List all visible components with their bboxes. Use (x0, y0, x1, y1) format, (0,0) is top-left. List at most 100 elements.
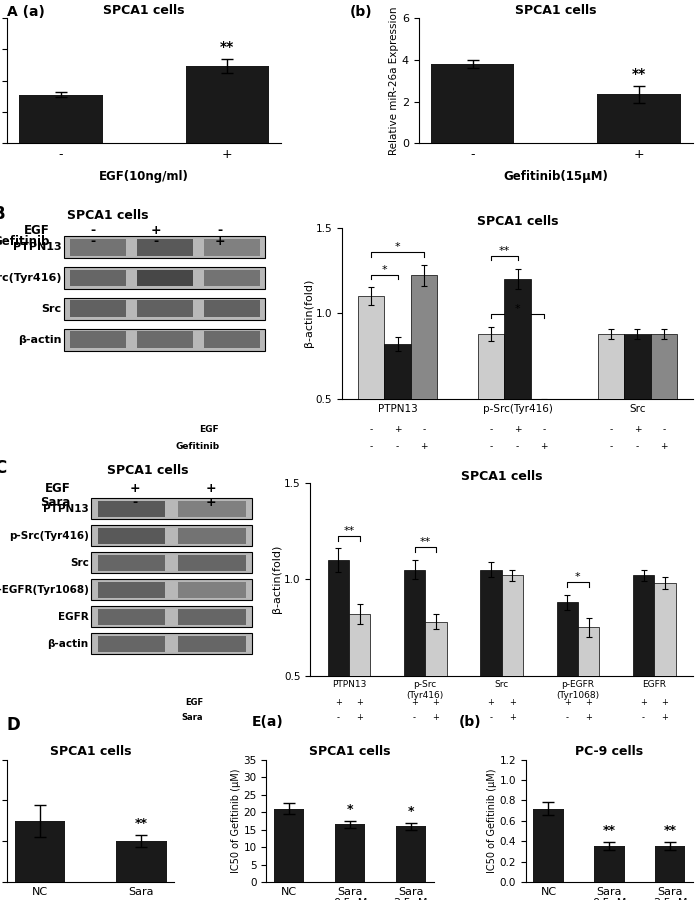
Text: -: - (370, 425, 373, 434)
Bar (91, 634, 252, 654)
Bar (98, 608, 165, 625)
Text: +: + (411, 698, 418, 707)
Text: **: ** (419, 537, 431, 547)
Text: *: * (395, 242, 400, 252)
Text: -: - (90, 235, 96, 248)
Bar (597, 94, 680, 143)
Text: **: ** (135, 817, 148, 830)
Bar (204, 301, 260, 318)
Text: Sara: Sara (41, 496, 71, 508)
Text: -: - (413, 714, 416, 723)
Title: SPCA1 cells: SPCA1 cells (104, 4, 185, 17)
Text: -: - (370, 442, 373, 451)
Bar (70, 301, 126, 318)
Text: +: + (564, 698, 570, 707)
Bar (70, 331, 126, 348)
Bar (64, 328, 265, 351)
Bar (91, 553, 252, 573)
Text: Src: Src (41, 304, 62, 314)
Text: C: C (0, 459, 6, 477)
Bar (91, 526, 252, 546)
Text: Src: Src (70, 558, 89, 568)
Bar (274, 808, 304, 882)
Text: **: ** (664, 824, 677, 837)
Text: +: + (640, 698, 647, 707)
Bar (556, 602, 578, 772)
Text: EGF: EGF (45, 482, 71, 495)
X-axis label: EGF(10ng/ml): EGF(10ng/ml) (99, 169, 189, 183)
Bar (431, 64, 514, 143)
Text: -: - (489, 714, 492, 723)
Text: **: ** (343, 526, 354, 536)
Bar (502, 575, 523, 772)
Text: β-actin: β-actin (48, 639, 89, 649)
Y-axis label: Relative miR-26a Expression: Relative miR-26a Expression (389, 6, 399, 155)
Text: +: + (662, 698, 668, 707)
Bar (91, 499, 252, 519)
Text: -: - (489, 425, 493, 434)
Text: -: - (636, 442, 639, 451)
Text: +: + (514, 425, 522, 434)
Bar (349, 614, 370, 772)
Text: +: + (433, 714, 440, 723)
Bar (504, 279, 531, 484)
Bar (358, 296, 384, 484)
Title: PC-9 cells: PC-9 cells (575, 745, 643, 759)
Bar (20, 94, 103, 143)
Bar (178, 635, 246, 652)
Bar (136, 331, 193, 348)
Text: +: + (420, 442, 428, 451)
Text: +: + (662, 714, 668, 723)
Text: -: - (610, 442, 612, 451)
Y-axis label: β-actin(fold): β-actin(fold) (272, 545, 282, 614)
Y-axis label: IC50 of Gefitinib (μM): IC50 of Gefitinib (μM) (230, 769, 241, 873)
Bar (404, 570, 425, 772)
Text: A (a): A (a) (7, 4, 45, 19)
Bar (598, 334, 624, 484)
Bar (91, 580, 252, 600)
Title: SPCA1 cells: SPCA1 cells (515, 4, 596, 17)
Bar (136, 238, 193, 256)
Text: D: D (7, 716, 21, 733)
Bar (178, 608, 246, 625)
Text: +: + (585, 714, 592, 723)
Bar (178, 554, 246, 571)
Bar (531, 408, 557, 484)
Text: +: + (394, 425, 401, 434)
Bar (91, 607, 252, 627)
Text: -: - (662, 425, 666, 434)
Bar (651, 334, 677, 484)
Bar (654, 583, 675, 772)
Text: +: + (487, 698, 494, 707)
Text: +: + (356, 698, 363, 707)
Text: +: + (214, 235, 225, 248)
Text: β-actin: β-actin (18, 335, 62, 345)
Bar (624, 334, 651, 484)
Text: -: - (90, 224, 96, 238)
Text: +: + (660, 442, 668, 451)
Bar (64, 267, 265, 289)
Text: p-Src(Tyr416): p-Src(Tyr416) (9, 531, 89, 541)
Text: +: + (433, 698, 440, 707)
Text: +: + (356, 714, 363, 723)
Title: SPCA1 cells: SPCA1 cells (50, 745, 132, 759)
Bar (98, 554, 165, 571)
Bar (178, 527, 246, 544)
Text: -: - (217, 224, 222, 238)
Bar (578, 627, 599, 772)
Bar (478, 334, 504, 484)
Text: **: ** (220, 40, 234, 54)
Text: -: - (154, 235, 159, 248)
Text: +: + (509, 714, 516, 723)
Text: -: - (516, 442, 519, 451)
Bar (480, 570, 502, 772)
Text: *: * (407, 805, 414, 818)
Bar (335, 824, 365, 882)
Text: -: - (566, 714, 568, 723)
Bar (98, 500, 165, 517)
Text: EGF: EGF (25, 224, 50, 238)
Bar (70, 270, 126, 286)
Bar (204, 238, 260, 256)
Text: *: * (346, 803, 354, 816)
Text: -: - (489, 442, 493, 451)
